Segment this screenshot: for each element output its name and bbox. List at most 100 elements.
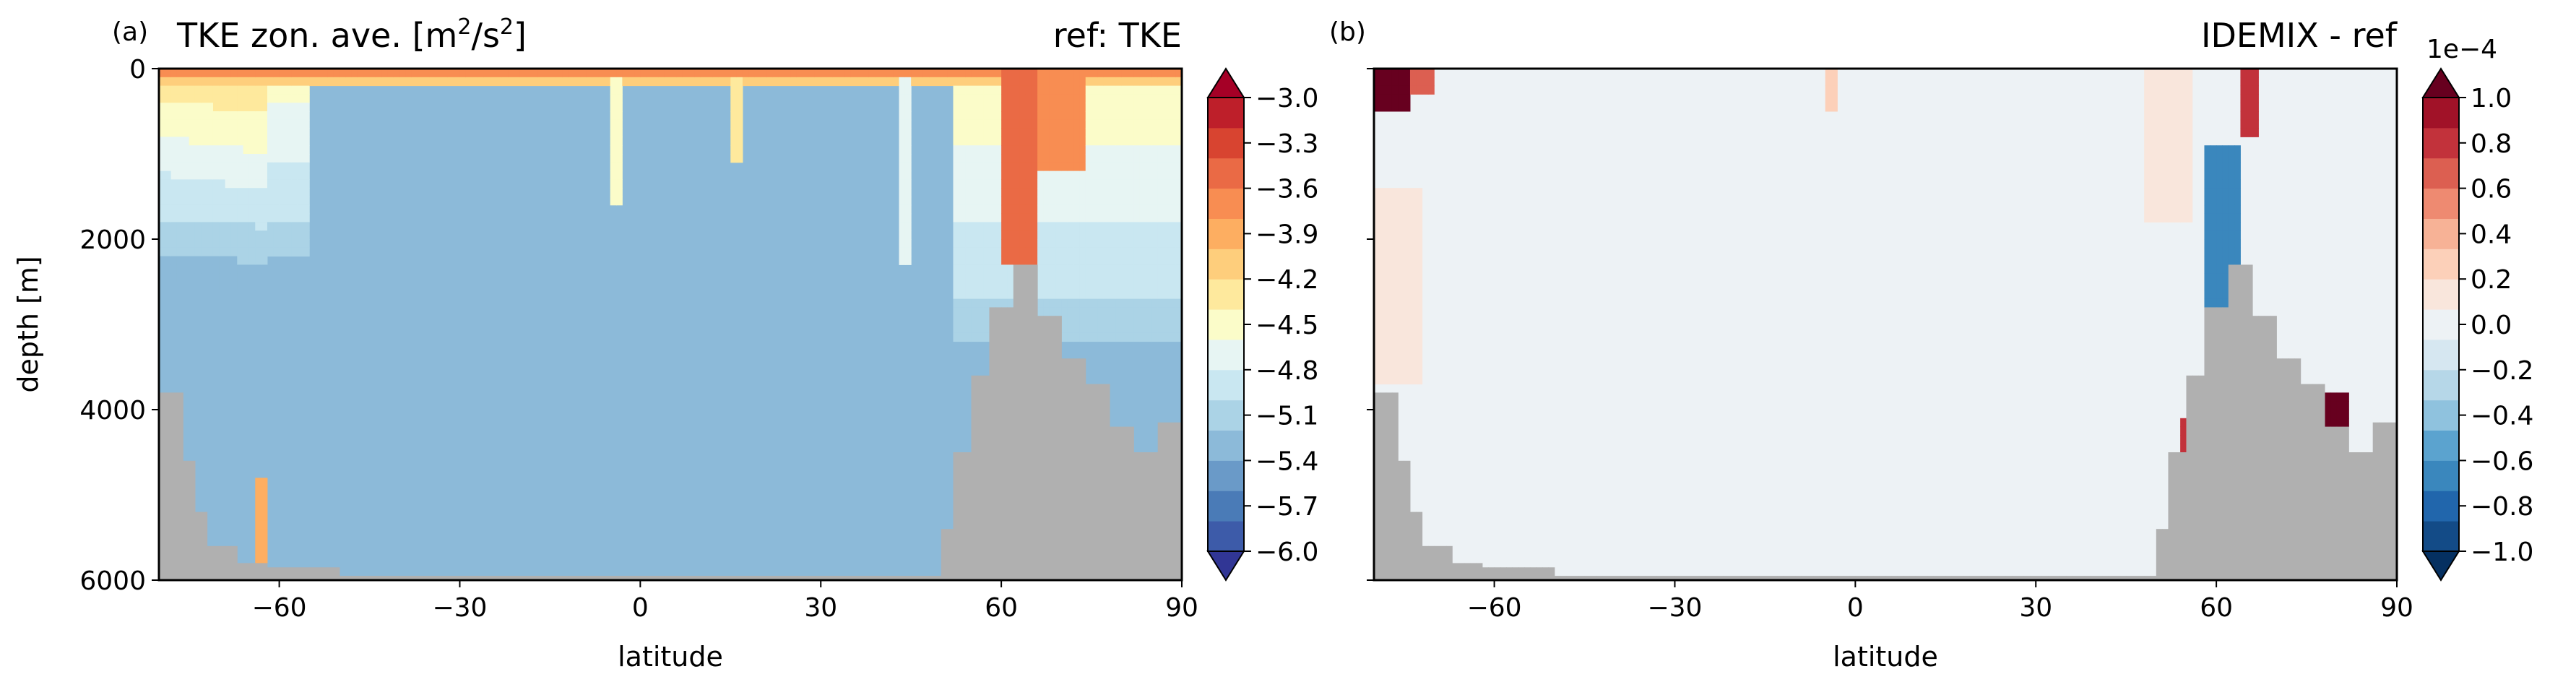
heatmap-cell bbox=[243, 239, 250, 249]
heatmap-cell bbox=[201, 197, 208, 206]
heatmap-cell bbox=[1825, 94, 1832, 103]
heatmap-cell bbox=[1386, 358, 1393, 368]
heatmap-cell bbox=[1115, 197, 1123, 206]
heatmap-cell bbox=[1121, 298, 1128, 308]
heatmap-cell bbox=[2174, 103, 2181, 112]
land-mask bbox=[1644, 576, 1651, 580]
heatmap-cell bbox=[1404, 239, 1411, 249]
heatmap-cell bbox=[532, 77, 539, 87]
heatmap-cell bbox=[1386, 85, 1393, 95]
heatmap-cell bbox=[2336, 418, 2343, 428]
heatmap-cell bbox=[1128, 264, 1134, 274]
land-mask bbox=[1843, 576, 1850, 580]
heatmap-cell bbox=[935, 77, 942, 87]
land-mask bbox=[718, 576, 725, 580]
heatmap-cell bbox=[1043, 256, 1050, 265]
heatmap-cell bbox=[1097, 247, 1105, 257]
heatmap-cell bbox=[165, 162, 172, 172]
heatmap-cell bbox=[170, 154, 178, 163]
heatmap-cell bbox=[1416, 324, 1423, 334]
heatmap-cell bbox=[279, 162, 286, 172]
heatmap-cell bbox=[519, 69, 527, 78]
heatmap-cell bbox=[2168, 137, 2175, 146]
land-mask bbox=[1705, 576, 1711, 580]
heatmap-cell bbox=[2186, 94, 2193, 103]
land-mask bbox=[772, 576, 779, 580]
heatmap-cell bbox=[610, 170, 617, 180]
heatmap-cell bbox=[1073, 256, 1080, 265]
heatmap-cell bbox=[1151, 298, 1159, 308]
heatmap-cell bbox=[1031, 170, 1038, 180]
heatmap-cell bbox=[2336, 401, 2343, 410]
heatmap-cell bbox=[291, 137, 298, 146]
heatmap-cell bbox=[1110, 94, 1116, 103]
heatmap-cell bbox=[261, 197, 268, 206]
land-mask bbox=[1693, 576, 1700, 580]
land-mask bbox=[742, 576, 749, 580]
land-mask bbox=[1416, 512, 1423, 580]
heatmap-cell bbox=[1043, 222, 1050, 231]
heatmap-cell bbox=[1001, 145, 1008, 155]
heatmap-cell bbox=[1092, 94, 1098, 103]
heatmap-cell bbox=[1079, 162, 1086, 172]
heatmap-cell bbox=[201, 247, 208, 257]
heatmap-cell bbox=[2228, 145, 2235, 155]
heatmap-cell bbox=[1067, 290, 1074, 300]
land-mask bbox=[411, 576, 418, 580]
heatmap-cell bbox=[2186, 145, 2193, 155]
heatmap-cell bbox=[1386, 69, 1393, 78]
heatmap-cell bbox=[1043, 213, 1050, 223]
heatmap-cell bbox=[201, 103, 208, 112]
heatmap-cell bbox=[170, 213, 178, 223]
land-mask bbox=[622, 576, 629, 580]
heatmap-cell bbox=[1110, 273, 1116, 282]
colorbar-segment bbox=[2423, 309, 2459, 340]
heatmap-cell bbox=[1055, 128, 1062, 137]
heatmap-cell bbox=[989, 94, 996, 103]
heatmap-cell bbox=[1073, 111, 1080, 121]
land-mask bbox=[490, 576, 496, 580]
heatmap-cell bbox=[2180, 128, 2187, 137]
heatmap-cell bbox=[1175, 111, 1183, 121]
heatmap-cell bbox=[1386, 103, 1393, 112]
heatmap-cell bbox=[592, 77, 599, 87]
heatmap-cell bbox=[1025, 170, 1032, 180]
heatmap-cell bbox=[1170, 239, 1177, 249]
heatmap-cell bbox=[1103, 290, 1110, 300]
heatmap-cell bbox=[1133, 154, 1141, 163]
heatmap-cell bbox=[1055, 247, 1062, 257]
heatmap-cell bbox=[983, 256, 990, 265]
heatmap-cell bbox=[917, 69, 924, 78]
colorbar-segment bbox=[2423, 460, 2459, 491]
heatmap-cell bbox=[857, 69, 864, 78]
land-mask bbox=[2288, 358, 2295, 580]
heatmap-cell bbox=[2325, 410, 2331, 419]
heatmap-cell bbox=[297, 204, 304, 215]
heatmap-cell bbox=[983, 230, 990, 240]
heatmap-cell bbox=[237, 179, 244, 189]
heatmap-cell bbox=[1175, 213, 1183, 223]
heatmap-cell bbox=[556, 77, 563, 87]
heatmap-cell bbox=[959, 103, 966, 112]
heatmap-cell bbox=[1115, 324, 1123, 334]
heatmap-cell bbox=[688, 77, 695, 87]
heatmap-cell bbox=[959, 162, 966, 172]
heatmap-cell bbox=[971, 197, 978, 206]
colorbar-tick-label: −5.7 bbox=[1255, 492, 1318, 522]
land-mask bbox=[2119, 576, 2127, 580]
land-mask bbox=[321, 567, 328, 580]
heatmap-cell bbox=[1139, 154, 1146, 163]
heatmap-cell bbox=[2162, 77, 2169, 87]
heatmap-cell bbox=[568, 69, 575, 78]
heatmap-cell bbox=[1157, 119, 1164, 129]
heatmap-cell bbox=[1121, 77, 1128, 87]
heatmap-cell bbox=[1092, 179, 1098, 189]
heatmap-cell bbox=[1151, 179, 1159, 189]
heatmap-cell bbox=[610, 154, 617, 163]
heatmap-cell bbox=[159, 264, 165, 274]
heatmap-cell bbox=[766, 69, 774, 78]
land-mask bbox=[1146, 452, 1152, 580]
heatmap-cell bbox=[1019, 239, 1026, 249]
heatmap-cell bbox=[1019, 230, 1026, 240]
heatmap-cell bbox=[2204, 290, 2211, 300]
